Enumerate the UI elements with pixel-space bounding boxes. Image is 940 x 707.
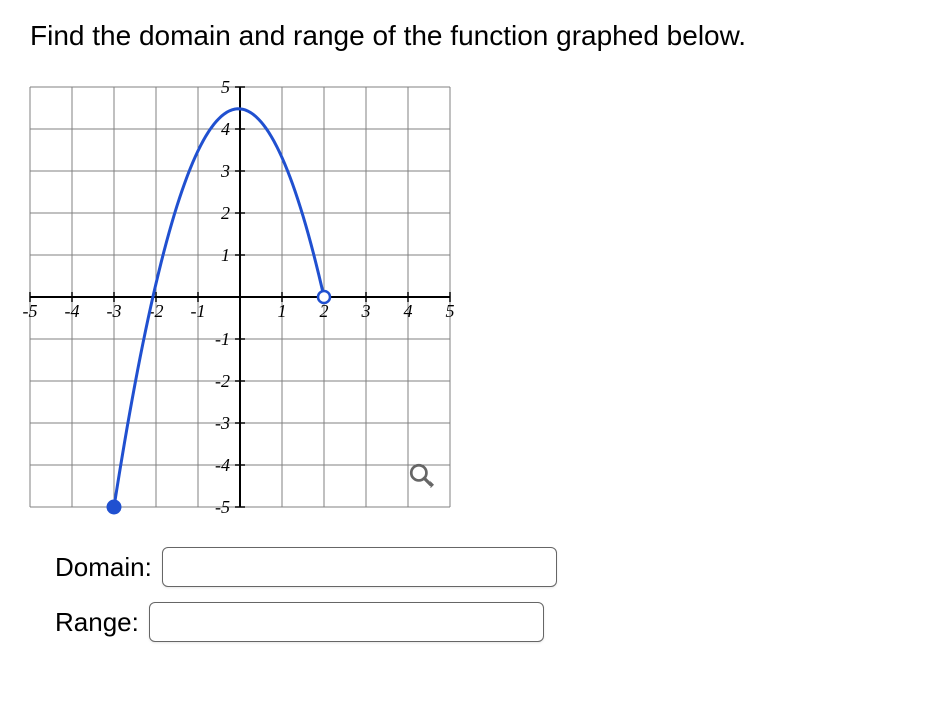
svg-text:-5: -5 <box>23 301 38 321</box>
svg-text:1: 1 <box>278 301 287 321</box>
svg-text:4: 4 <box>221 119 230 139</box>
domain-input[interactable] <box>162 547 557 587</box>
svg-text:-4: -4 <box>215 455 230 475</box>
svg-text:5: 5 <box>446 301 455 321</box>
range-label: Range: <box>55 607 139 638</box>
magnify-icon[interactable] <box>408 462 434 493</box>
domain-label: Domain: <box>55 552 152 583</box>
prompt-text: Find the domain and range of the functio… <box>30 20 910 52</box>
svg-text:-2: -2 <box>215 371 230 391</box>
domain-row: Domain: <box>55 547 910 587</box>
svg-text:-5: -5 <box>215 497 230 517</box>
svg-text:5: 5 <box>221 77 230 97</box>
svg-text:3: 3 <box>361 301 371 321</box>
svg-text:-1: -1 <box>215 329 230 349</box>
range-row: Range: <box>55 602 910 642</box>
svg-text:-3: -3 <box>107 301 122 321</box>
range-input[interactable] <box>149 602 544 642</box>
svg-text:-3: -3 <box>215 413 230 433</box>
svg-text:-1: -1 <box>191 301 206 321</box>
svg-text:2: 2 <box>221 203 230 223</box>
chart-container: -5-4-3-2-112345-5-4-3-2-112345 <box>20 77 910 517</box>
svg-text:1: 1 <box>221 245 230 265</box>
svg-text:4: 4 <box>404 301 413 321</box>
svg-text:3: 3 <box>220 161 230 181</box>
svg-text:-4: -4 <box>65 301 80 321</box>
function-graph: -5-4-3-2-112345-5-4-3-2-112345 <box>20 77 460 517</box>
